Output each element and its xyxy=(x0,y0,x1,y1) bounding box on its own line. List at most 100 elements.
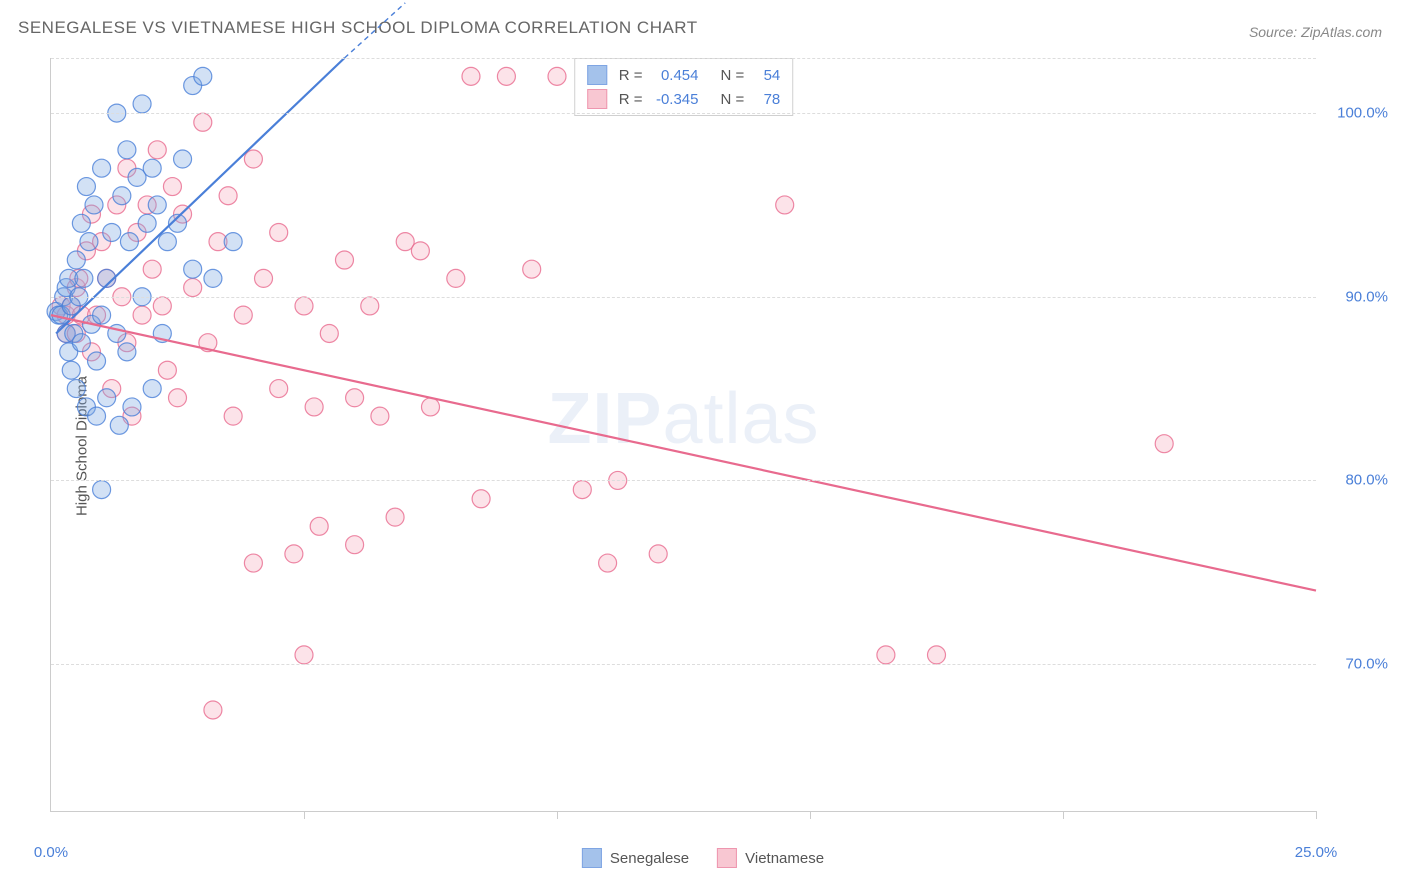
data-point xyxy=(138,214,156,232)
data-point xyxy=(169,389,187,407)
stats-legend: R =0.454N =54R =-0.345N =78 xyxy=(574,58,794,116)
data-point xyxy=(143,380,161,398)
stats-legend-row: R =0.454N =54 xyxy=(587,63,781,87)
legend-item: Senegalese xyxy=(582,848,689,868)
data-point xyxy=(346,389,364,407)
data-point xyxy=(548,67,566,85)
gridline xyxy=(51,480,1316,481)
legend-item: Vietnamese xyxy=(717,848,824,868)
data-point xyxy=(244,554,262,572)
data-point xyxy=(158,361,176,379)
data-point xyxy=(113,187,131,205)
data-point xyxy=(244,150,262,168)
y-tick-label: 70.0% xyxy=(1345,656,1388,673)
data-point xyxy=(174,150,192,168)
stat-label-r: R = xyxy=(619,67,643,84)
data-point xyxy=(93,306,111,324)
stat-label-n: N = xyxy=(721,67,745,84)
stat-value-n: 78 xyxy=(752,91,780,108)
gridline xyxy=(51,297,1316,298)
data-point xyxy=(1155,435,1173,453)
data-point xyxy=(88,352,106,370)
plot-area: ZIPatlas R =0.454N =54R =-0.345N =78 70.… xyxy=(50,58,1316,812)
data-point xyxy=(305,398,323,416)
data-point xyxy=(133,306,151,324)
data-point xyxy=(148,196,166,214)
x-tick-label: 0.0% xyxy=(34,844,68,861)
data-point xyxy=(194,113,212,131)
data-point xyxy=(93,159,111,177)
data-point xyxy=(158,233,176,251)
data-point xyxy=(295,646,313,664)
data-point xyxy=(123,398,141,416)
data-point xyxy=(270,223,288,241)
data-point xyxy=(234,306,252,324)
legend-swatch xyxy=(587,65,607,85)
data-point xyxy=(346,536,364,554)
data-point xyxy=(62,361,80,379)
x-tick-label: 25.0% xyxy=(1295,844,1338,861)
data-point xyxy=(599,554,617,572)
scatter-svg xyxy=(51,58,1316,811)
x-tick xyxy=(557,811,558,819)
gridline xyxy=(51,58,1316,59)
stats-legend-row: R =-0.345N =78 xyxy=(587,87,781,111)
data-point xyxy=(310,517,328,535)
data-point xyxy=(204,701,222,719)
data-point xyxy=(462,67,480,85)
data-point xyxy=(285,545,303,563)
data-point xyxy=(255,269,273,287)
y-tick-label: 80.0% xyxy=(1345,472,1388,489)
source-attribution: Source: ZipAtlas.com xyxy=(1249,24,1382,40)
data-point xyxy=(77,178,95,196)
data-point xyxy=(143,260,161,278)
data-point xyxy=(224,407,242,425)
x-tick xyxy=(304,811,305,819)
legend-swatch xyxy=(582,848,602,868)
data-point xyxy=(928,646,946,664)
data-point xyxy=(80,233,98,251)
data-point xyxy=(411,242,429,260)
data-point xyxy=(776,196,794,214)
data-point xyxy=(133,95,151,113)
data-point xyxy=(103,223,121,241)
data-point xyxy=(118,141,136,159)
x-tick xyxy=(1063,811,1064,819)
data-point xyxy=(118,343,136,361)
data-point xyxy=(72,214,90,232)
data-point xyxy=(649,545,667,563)
data-point xyxy=(98,389,116,407)
data-point xyxy=(371,407,389,425)
gridline xyxy=(51,664,1316,665)
legend-label: Senegalese xyxy=(610,850,689,867)
stat-label-r: R = xyxy=(619,91,643,108)
data-point xyxy=(120,233,138,251)
data-point xyxy=(361,297,379,315)
y-tick-label: 90.0% xyxy=(1345,288,1388,305)
data-point xyxy=(67,380,85,398)
legend-swatch xyxy=(717,848,737,868)
data-point xyxy=(422,398,440,416)
data-point xyxy=(93,481,111,499)
y-tick-label: 100.0% xyxy=(1337,105,1388,122)
data-point xyxy=(219,187,237,205)
x-tick xyxy=(1316,811,1317,819)
data-point xyxy=(143,159,161,177)
gridline xyxy=(51,113,1316,114)
x-tick xyxy=(810,811,811,819)
data-point xyxy=(523,260,541,278)
data-point xyxy=(472,490,490,508)
data-point xyxy=(295,297,313,315)
bottom-legend: Senegalese Vietnamese xyxy=(582,848,824,868)
stat-value-r: 0.454 xyxy=(651,67,699,84)
stat-value-r: -0.345 xyxy=(651,91,699,108)
data-point xyxy=(497,67,515,85)
data-point xyxy=(573,481,591,499)
data-point xyxy=(153,297,171,315)
data-point xyxy=(386,508,404,526)
data-point xyxy=(877,646,895,664)
data-point xyxy=(85,196,103,214)
data-point xyxy=(184,260,202,278)
data-point xyxy=(270,380,288,398)
data-point xyxy=(148,141,166,159)
